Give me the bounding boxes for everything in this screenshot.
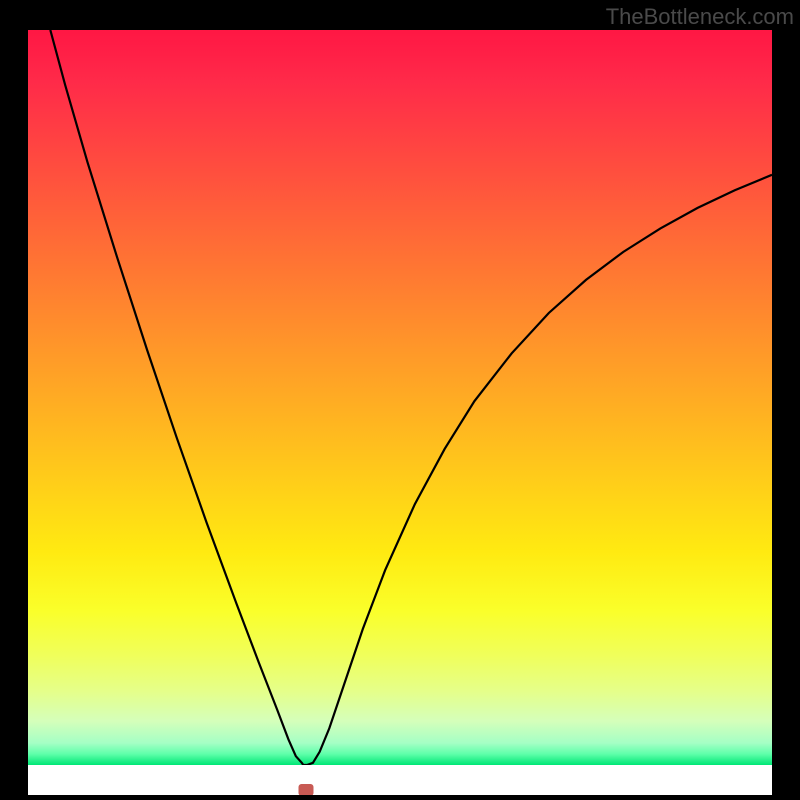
frame-border-bottom [0, 795, 800, 800]
frame-border-left [0, 0, 28, 800]
watermark-text: TheBottleneck.com [606, 4, 794, 30]
minimum-marker [298, 784, 313, 796]
plot-area [28, 30, 772, 765]
bottleneck-curve [28, 30, 772, 765]
frame-border-right [772, 0, 800, 800]
bottleneck-chart: TheBottleneck.com [0, 0, 800, 800]
